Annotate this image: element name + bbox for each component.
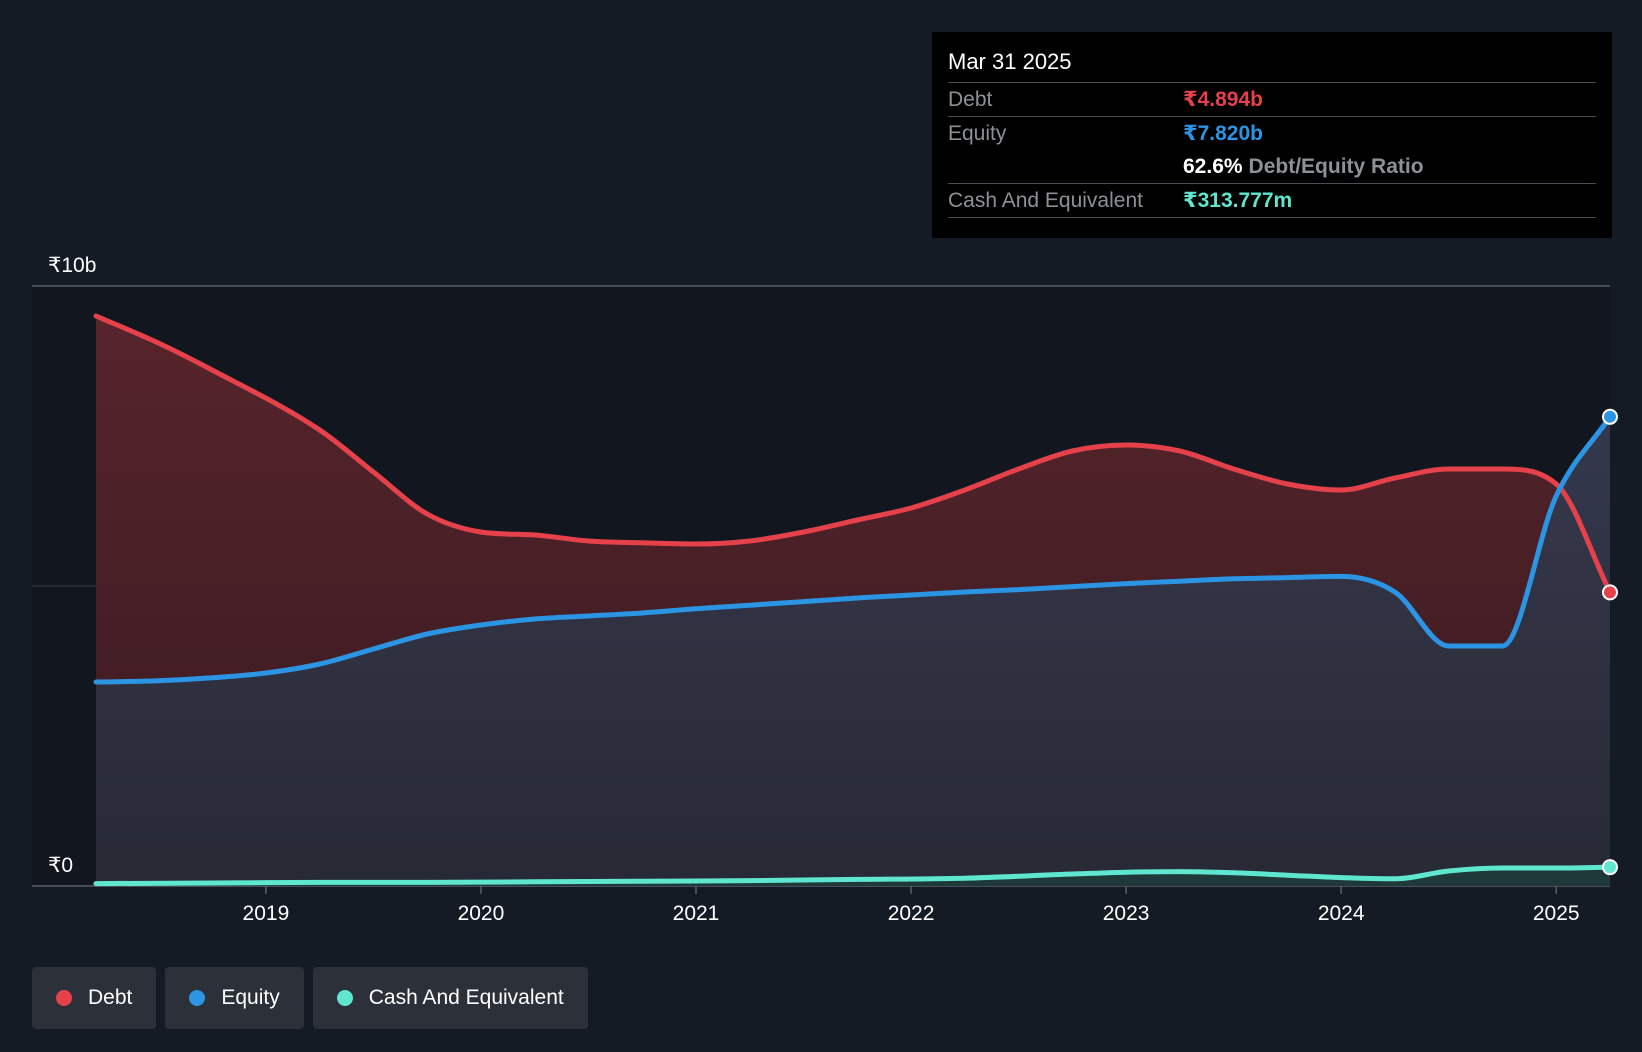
x-tick-label: 2025 (1533, 902, 1580, 925)
cash-and-equivalent-line (93, 864, 1613, 887)
tooltip-row-cash: Cash And Equivalent ₹313.777m (948, 183, 1596, 218)
cash-and-equivalent-end-point[interactable] (1602, 859, 1618, 876)
x-tick-label: 2020 (458, 902, 505, 925)
tooltip-row-equity: Equity ₹7.820b (948, 116, 1596, 150)
y-tick-label: ₹10b (48, 254, 96, 277)
x-tick-label: 2024 (1318, 902, 1365, 925)
equity-dot-icon (189, 990, 206, 1006)
y-tick-label: ₹0 (48, 854, 73, 877)
debt-end-point[interactable] (1602, 584, 1618, 601)
legend-equity-label: Equity (221, 986, 280, 1009)
legend-item-debt[interactable]: Debt (32, 967, 157, 1029)
tooltip-debt-label: Debt (948, 87, 993, 111)
debt-line (93, 313, 1613, 595)
chart-legend: Debt Equity Cash And Equivalent (32, 967, 588, 1029)
tooltip-equity-value: ₹7.820b (1183, 122, 1263, 145)
x-tick-label: 2021 (673, 902, 720, 925)
legend-debt-label: Debt (88, 986, 133, 1009)
tooltip-row-debt: Debt ₹4.894b (948, 82, 1596, 116)
x-tick-label: 2023 (1103, 902, 1150, 925)
legend-item-cash[interactable]: Cash And Equivalent (312, 967, 588, 1029)
tooltip-cash-label: Cash And Equivalent (948, 188, 1143, 212)
tooltip-ratio-value: 62.6% (1183, 154, 1243, 178)
equity-line (93, 414, 1613, 685)
x-tick-label: 2019 (243, 902, 290, 925)
tooltip-cash-value: ₹313.777m (1183, 189, 1293, 212)
x-tick-label: 2022 (888, 902, 935, 925)
tooltip-panel: Mar 31 2025 Debt ₹4.894b Equity ₹7.820b … (932, 32, 1612, 238)
tooltip-ratio-label: Debt/Equity Ratio (1248, 154, 1424, 178)
tooltip-debt-value: ₹4.894b (1183, 88, 1263, 111)
tooltip-date: Mar 31 2025 (948, 49, 1072, 74)
legend-item-equity[interactable]: Equity (165, 967, 304, 1029)
debt-dot-icon (56, 990, 72, 1006)
legend-cash-label: Cash And Equivalent (368, 986, 564, 1009)
cash-and-equivalent-area (96, 867, 1610, 886)
tooltip-equity-label: Equity (948, 121, 1007, 145)
equity-end-point[interactable] (1602, 408, 1618, 425)
cash-dot-icon (336, 990, 353, 1006)
equity-area (96, 416, 1610, 886)
tooltip-row-ratio: 62.6% Debt/Equity Ratio (948, 150, 1596, 183)
